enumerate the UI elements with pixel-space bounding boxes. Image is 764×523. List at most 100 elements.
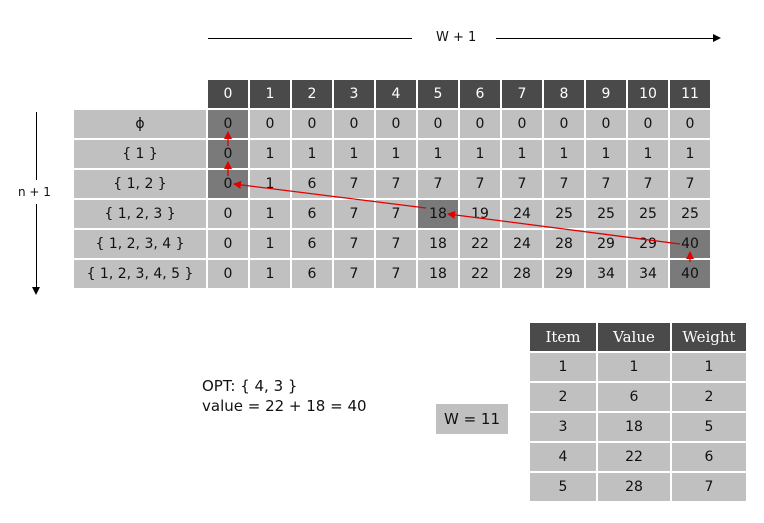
- dp-cell: 7: [334, 200, 374, 228]
- dp-cell: 6: [292, 230, 332, 258]
- dp-row-label: { 1, 2, 3, 4 }: [74, 230, 206, 258]
- items-row: 5 28 7: [530, 473, 746, 501]
- dp-col-header: 8: [544, 80, 584, 108]
- dp-cell: 22: [460, 260, 500, 288]
- dp-row-label: ϕ: [74, 110, 206, 138]
- dp-cell: 18: [418, 230, 458, 258]
- dp-cell: 22: [460, 230, 500, 258]
- dp-cell: 25: [586, 200, 626, 228]
- items-cell: 22: [598, 443, 670, 471]
- dp-cell: 7: [460, 170, 500, 198]
- dp-cell: 0: [208, 140, 248, 168]
- dp-cell: 1: [670, 140, 710, 168]
- dp-row: { 1, 2, 3, 4 } 0 1 6 7 7 18 22 24 28 29 29 40: [74, 230, 710, 258]
- items-cell: 28: [598, 473, 670, 501]
- dp-cell: 18: [418, 260, 458, 288]
- dp-cell: 28: [502, 260, 542, 288]
- dp-row-label: { 1, 2, 3, 4, 5 }: [74, 260, 206, 288]
- dp-row-label: { 1 }: [74, 140, 206, 168]
- dp-cell: 6: [292, 170, 332, 198]
- dp-row-label: { 1, 2 }: [74, 170, 206, 198]
- dp-col-header: 11: [670, 80, 710, 108]
- dp-col-header: 1: [250, 80, 290, 108]
- dp-cell: 7: [334, 170, 374, 198]
- dp-cell: 0: [208, 170, 248, 198]
- items-cell: 7: [672, 473, 746, 501]
- dp-cell: 24: [502, 230, 542, 258]
- dp-col-header: 0: [208, 80, 248, 108]
- dp-cell: 1: [376, 140, 416, 168]
- dp-cell: 7: [586, 170, 626, 198]
- dp-cell: 0: [208, 260, 248, 288]
- dp-row-label: { 1, 2, 3 }: [74, 200, 206, 228]
- w-axis-line-left: [208, 38, 412, 39]
- items-table: Item Value Weight 1 1 1 2 6 2 3 18 5 4 22 6 5 28 7: [528, 321, 748, 503]
- dp-cell: 1: [250, 230, 290, 258]
- dp-cell: 18: [418, 200, 458, 228]
- dp-cell: 0: [502, 110, 542, 138]
- dp-cell: 0: [628, 110, 668, 138]
- dp-cell: 29: [586, 230, 626, 258]
- dp-col-header: 10: [628, 80, 668, 108]
- dp-cell: 1: [418, 140, 458, 168]
- dp-header-row: 0 1 2 3 4 5 6 7 8 9 10 11: [74, 80, 710, 108]
- items-col-header: Weight: [672, 323, 746, 351]
- items-cell: 4: [530, 443, 596, 471]
- items-row: 4 22 6: [530, 443, 746, 471]
- items-header-row: Item Value Weight: [530, 323, 746, 351]
- dp-cell: 29: [628, 230, 668, 258]
- dp-cell: 1: [250, 200, 290, 228]
- dp-row: { 1 } 0 1 1 1 1 1 1 1 1 1 1 1: [74, 140, 710, 168]
- dp-cell: 0: [376, 110, 416, 138]
- dp-cell: 0: [586, 110, 626, 138]
- dp-cell: 25: [544, 200, 584, 228]
- dp-col-header: 5: [418, 80, 458, 108]
- dp-cell: 24: [502, 200, 542, 228]
- dp-cell: 0: [292, 110, 332, 138]
- dp-cell: 7: [376, 200, 416, 228]
- dp-cell: 7: [334, 230, 374, 258]
- dp-cell: 7: [670, 170, 710, 198]
- dp-cell: 29: [544, 260, 584, 288]
- dp-col-header: 2: [292, 80, 332, 108]
- dp-cell: 1: [544, 140, 584, 168]
- items-cell: 6: [672, 443, 746, 471]
- dp-cell: 1: [292, 140, 332, 168]
- dp-cell: 40: [670, 260, 710, 288]
- n-axis-label: n + 1: [18, 185, 51, 199]
- dp-col-header: 3: [334, 80, 374, 108]
- dp-col-header: 4: [376, 80, 416, 108]
- items-cell: 2: [672, 383, 746, 411]
- items-row: 3 18 5: [530, 413, 746, 441]
- items-col-header: Item: [530, 323, 596, 351]
- dp-cell: 0: [670, 110, 710, 138]
- dp-cell: 7: [628, 170, 668, 198]
- dp-cell: 1: [502, 140, 542, 168]
- dp-cell: 7: [376, 260, 416, 288]
- opt-value: value = 22 + 18 = 40: [202, 397, 367, 415]
- items-cell: 5: [530, 473, 596, 501]
- opt-set: OPT: { 4, 3 }: [202, 377, 298, 395]
- dp-cell: 1: [250, 140, 290, 168]
- dp-cell: 1: [586, 140, 626, 168]
- items-cell: 1: [598, 353, 670, 381]
- dp-row: { 1, 2, 3 } 0 1 6 7 7 18 19 24 25 25 25 25: [74, 200, 710, 228]
- dp-cell: 1: [334, 140, 374, 168]
- dp-cell: 7: [376, 170, 416, 198]
- dp-col-header: 9: [586, 80, 626, 108]
- dp-cell: 28: [544, 230, 584, 258]
- dp-cell: 0: [208, 230, 248, 258]
- dp-row: { 1, 2 } 0 1 6 7 7 7 7 7 7 7 7 7: [74, 170, 710, 198]
- dp-col-header: 6: [460, 80, 500, 108]
- items-cell: 1: [672, 353, 746, 381]
- items-cell: 1: [530, 353, 596, 381]
- dp-cell: 0: [418, 110, 458, 138]
- dp-cell: 0: [334, 110, 374, 138]
- dp-cell: 1: [250, 170, 290, 198]
- dp-cell: 7: [544, 170, 584, 198]
- dp-cell: 1: [628, 140, 668, 168]
- dp-cell: 0: [250, 110, 290, 138]
